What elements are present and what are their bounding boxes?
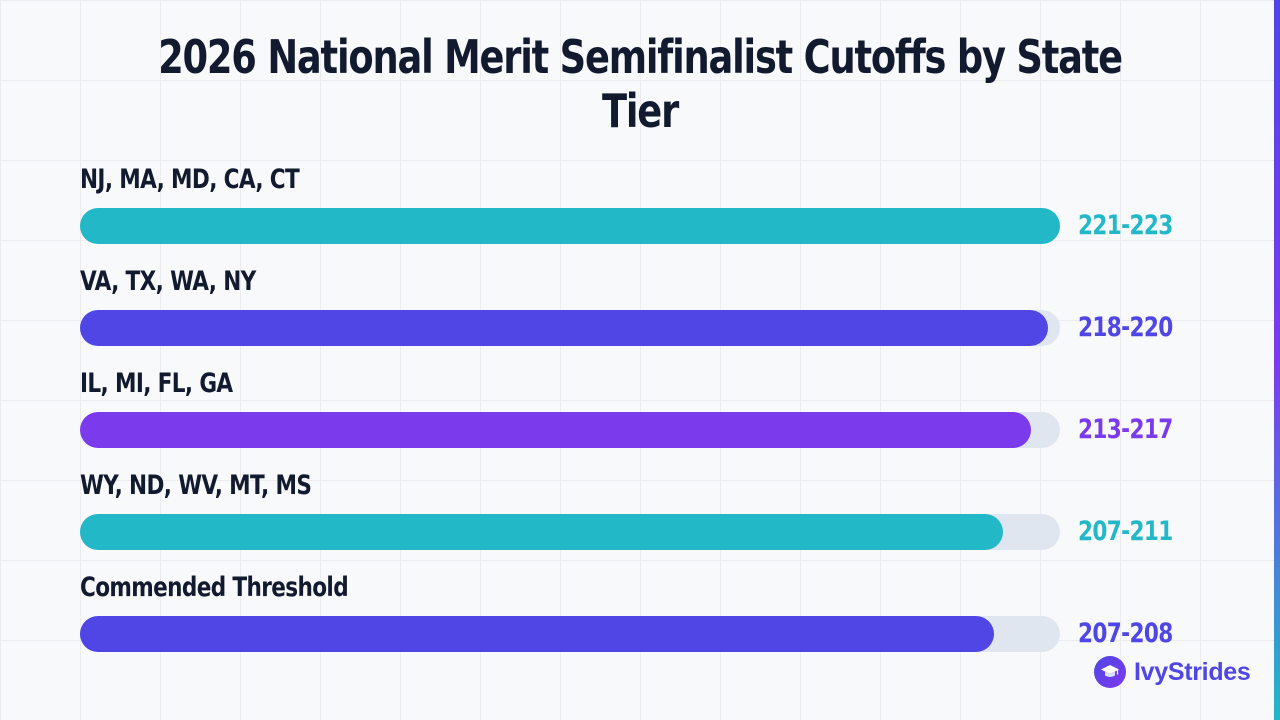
value-label: 213-217 (1078, 414, 1173, 445)
chart-title: 2026 National Merit Semifinalist Cutoffs… (158, 30, 1123, 138)
brand-logo: IvyStrides (1094, 655, 1251, 689)
bar-track (80, 412, 1060, 448)
value-label: 221-223 (1078, 210, 1173, 241)
bar-track (80, 208, 1060, 244)
bar (80, 208, 1060, 244)
bar (80, 616, 994, 652)
bar (80, 310, 1048, 346)
bar-track (80, 310, 1060, 346)
bar-row: VA, TX, WA, NY 218-220 (80, 262, 1200, 358)
bar (80, 412, 1031, 448)
accent-stripe (1274, 0, 1280, 720)
value-label: 218-220 (1078, 312, 1173, 343)
bar (80, 514, 1003, 550)
value-label: 207-208 (1078, 618, 1173, 649)
graduation-cap-shape (1101, 665, 1119, 677)
category-label: VA, TX, WA, NY (80, 266, 256, 297)
category-label: Commended Threshold (80, 572, 349, 603)
bar-row: NJ, MA, MD, CA, CT 221-223 (80, 160, 1200, 256)
bar-row: WY, ND, WV, MT, MS 207-211 (80, 466, 1200, 562)
brand-name: IvyStrides (1134, 657, 1251, 686)
bar-track (80, 514, 1060, 550)
value-label: 207-211 (1078, 516, 1173, 547)
graduation-cap-icon (1094, 656, 1126, 688)
category-label: IL, MI, FL, GA (80, 368, 233, 399)
category-label: WY, ND, WV, MT, MS (80, 470, 312, 501)
category-label: NJ, MA, MD, CA, CT (80, 164, 300, 195)
bar-row: IL, MI, FL, GA 213-217 (80, 364, 1200, 460)
bar-track (80, 616, 1060, 652)
bar-row: Commended Threshold 207-208 (80, 568, 1200, 664)
